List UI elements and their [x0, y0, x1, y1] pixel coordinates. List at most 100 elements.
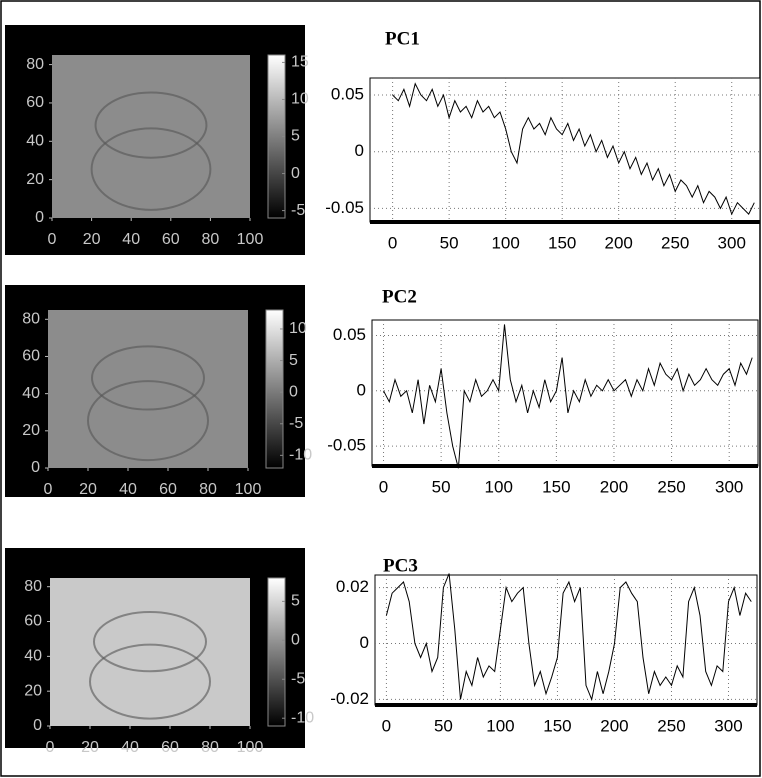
y-tick-label: 20 — [22, 422, 40, 439]
data-line — [392, 82, 755, 216]
x-tick-label: 50 — [440, 233, 459, 252]
x-tick-label: 80 — [201, 739, 219, 756]
x-tick-label: 200 — [600, 477, 628, 496]
y-tick-label: 0.02 — [336, 577, 369, 596]
x-tick-label: 60 — [162, 231, 180, 248]
colorbar — [267, 577, 286, 727]
y-tick-label: 40 — [24, 648, 42, 665]
y-tick-label: 0.05 — [333, 325, 366, 344]
x-tick-label: 50 — [432, 477, 451, 496]
image-area — [48, 310, 248, 468]
image-structure — [89, 643, 211, 720]
x-tick-label: 80 — [199, 481, 217, 498]
y-tick-label: 80 — [24, 578, 42, 595]
colorbar-tick-label: -5 — [291, 670, 305, 687]
x-tick-label: 40 — [121, 739, 139, 756]
x-tick-label: 250 — [661, 233, 689, 252]
colorbar-tick-label: 5 — [289, 352, 298, 369]
colorbar-tick-label: 5 — [291, 128, 300, 145]
x-tick-label: 300 — [715, 477, 743, 496]
colorbar-tick-label: 15 — [291, 54, 309, 71]
y-tick-label: 0 — [35, 209, 44, 226]
x-tick-label: 150 — [543, 716, 571, 735]
y-tick-label: -0.05 — [327, 436, 366, 455]
x-tick-label: 0 — [48, 231, 57, 248]
x-tick-label: 0 — [388, 233, 397, 252]
colorbar-tick-label: 5 — [291, 593, 300, 610]
colorbar-tick-label: 10 — [291, 91, 309, 108]
y-tick-label: 60 — [26, 94, 44, 111]
y-tick-label: 80 — [22, 311, 40, 328]
x-tick-label: 40 — [122, 231, 140, 248]
x-tick-label: 100 — [491, 233, 519, 252]
plot-frame — [369, 77, 761, 223]
x-tick-label: 60 — [159, 481, 177, 498]
x-tick-label: 300 — [718, 233, 746, 252]
x-tick-label: 0 — [382, 716, 391, 735]
y-tick-label: 60 — [24, 613, 42, 630]
image-structure — [94, 91, 208, 159]
image-structure — [91, 345, 205, 411]
colorbar-tick-label: 0 — [291, 632, 300, 649]
y-tick-label: 40 — [26, 133, 44, 150]
colorbar-tick-label: -10 — [289, 447, 312, 464]
x-tick-label: 100 — [235, 481, 262, 498]
data-line — [385, 573, 752, 702]
colorbar — [265, 309, 284, 469]
plot-frame — [371, 319, 759, 467]
y-tick-label: -0.02 — [330, 689, 369, 708]
plot-title: PC1 — [385, 28, 420, 49]
y-tick-label: -0.05 — [325, 198, 364, 217]
x-tick-label: 20 — [83, 231, 101, 248]
colorbar-tick-label: -10 — [291, 709, 314, 726]
y-tick-label: 20 — [26, 171, 44, 188]
x-tick-label: 300 — [714, 716, 742, 735]
image-area — [52, 55, 250, 218]
colorbar-tick-label: -5 — [291, 202, 305, 219]
y-tick-label: 0 — [357, 380, 366, 399]
colorbar-tick-label: -5 — [289, 415, 303, 432]
x-tick-label: 50 — [434, 716, 453, 735]
plot-title: PC3 — [383, 555, 418, 576]
x-tick-label: 20 — [79, 481, 97, 498]
y-tick-label: 20 — [24, 682, 42, 699]
x-tick-label: 0 — [46, 739, 55, 756]
colorbar-tick-label: 0 — [289, 383, 298, 400]
x-tick-label: 250 — [657, 477, 685, 496]
x-tick-label: 150 — [542, 477, 570, 496]
y-tick-label: 0 — [355, 141, 364, 160]
image-area — [50, 578, 250, 726]
x-tick-label: 40 — [119, 481, 137, 498]
x-tick-label: 0 — [44, 481, 53, 498]
y-tick-label: 80 — [26, 56, 44, 73]
colorbar-tick-label: 0 — [291, 165, 300, 182]
plot-title: PC2 — [382, 286, 417, 307]
x-tick-label: 200 — [605, 233, 633, 252]
y-tick-label: 0 — [31, 459, 40, 476]
data-line — [383, 324, 753, 469]
x-tick-label: 100 — [237, 739, 264, 756]
x-tick-label: 150 — [548, 233, 576, 252]
x-tick-label: 100 — [486, 716, 514, 735]
x-tick-label: 200 — [600, 716, 628, 735]
y-tick-label: 0.05 — [331, 84, 364, 103]
y-tick-label: 0 — [360, 633, 369, 652]
x-tick-label: 80 — [202, 231, 220, 248]
x-tick-label: 100 — [237, 231, 264, 248]
plot-frame — [374, 574, 758, 706]
y-tick-label: 0 — [33, 717, 42, 734]
x-tick-label: 100 — [485, 477, 513, 496]
image-structure — [87, 380, 209, 462]
x-tick-label: 250 — [657, 716, 685, 735]
image-structure — [93, 611, 207, 673]
x-tick-label: 20 — [81, 739, 99, 756]
image-structure — [90, 127, 212, 211]
y-tick-label: 40 — [22, 385, 40, 402]
x-tick-label: 60 — [161, 739, 179, 756]
colorbar-tick-label: 10 — [289, 320, 307, 337]
x-tick-label: 0 — [379, 477, 388, 496]
y-tick-label: 60 — [22, 348, 40, 365]
